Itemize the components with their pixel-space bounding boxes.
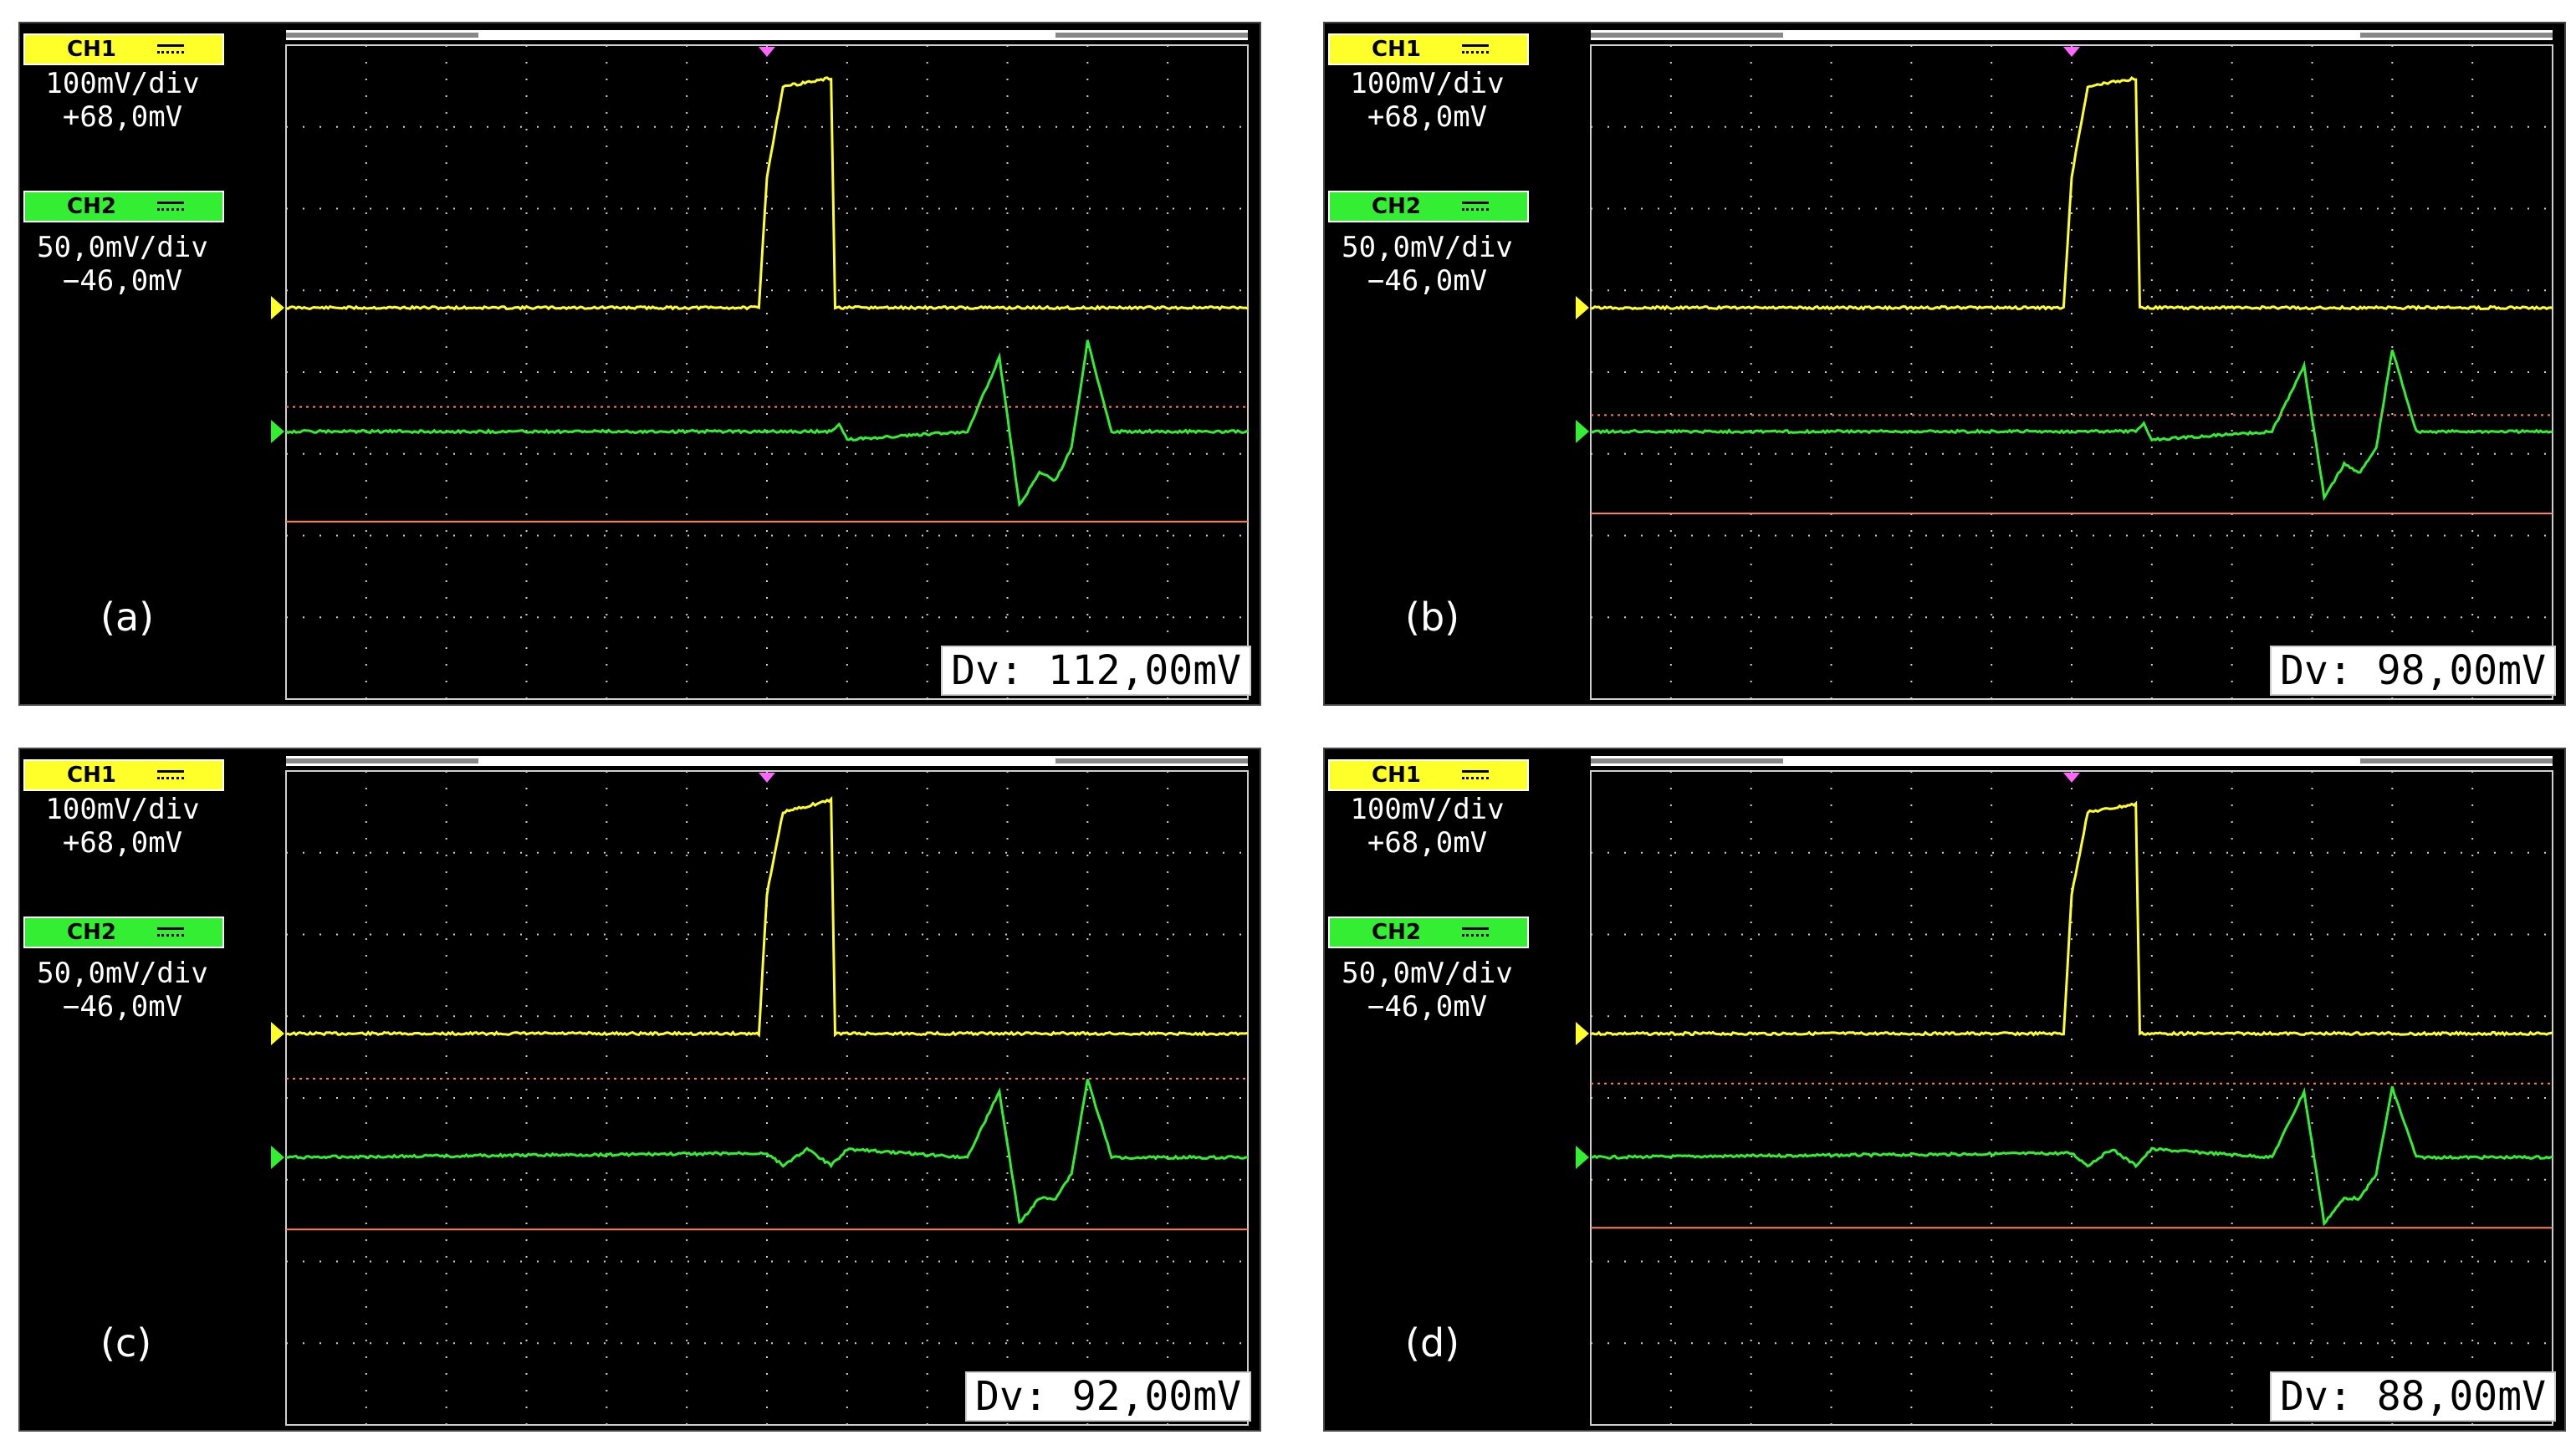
waveform-display (271, 770, 1249, 1426)
ch1-scale: 100mV/div (45, 793, 200, 826)
scope-panel-d: CH1 100mV/div +68,0mV CH2 50,0mV/div −46… (1323, 748, 2566, 1432)
ch2-badge-label: CH2 (1372, 920, 1421, 945)
scope-panel-b: CH1 100mV/div +68,0mV CH2 50,0mV/div −46… (1323, 22, 2566, 706)
ch1-badge-label: CH1 (67, 37, 116, 62)
channel-info: CH1 100mV/div +68,0mV CH2 50,0mV/div −46… (20, 749, 271, 1430)
ch2-offset: −46,0mV (1367, 264, 1488, 298)
ch1-offset: +68,0mV (62, 826, 183, 860)
ch1-level-marker-icon (1576, 296, 1589, 319)
ch1-offset: +68,0mV (1367, 100, 1488, 134)
ch1-scale: 100mV/div (1350, 67, 1505, 100)
memory-position-bar[interactable] (286, 30, 1248, 40)
ch1-badge[interactable]: CH1 (23, 33, 224, 65)
ch2-trace (1590, 350, 2553, 502)
ch2-scale: 50,0mV/div (37, 957, 208, 990)
ch2-level-marker-icon (1576, 420, 1589, 443)
ch2-badge[interactable]: CH2 (23, 191, 224, 222)
ch2-scale: 50,0mV/div (1342, 957, 1513, 990)
grid-border (1590, 44, 2553, 700)
trigger-position-icon (759, 773, 775, 783)
ch2-trace (1590, 1085, 2553, 1227)
ch1-trace (285, 795, 1249, 1038)
ch1-badge[interactable]: CH1 (23, 759, 224, 791)
ch2-offset: −46,0mV (62, 264, 183, 298)
dc-coupling-icon (1462, 770, 1489, 782)
grid-border (1590, 770, 2553, 1426)
memory-position-bar[interactable] (1591, 30, 2553, 40)
ch2-level-marker-icon (271, 420, 284, 443)
ch2-badge-label: CH2 (67, 920, 116, 945)
ch2-level-marker-icon (1576, 1146, 1589, 1169)
ch2-trace (285, 1079, 1248, 1224)
memory-position-bar[interactable] (1591, 756, 2553, 766)
ch2-badge-label: CH2 (1372, 194, 1421, 219)
ch1-badge[interactable]: CH1 (1328, 759, 1529, 791)
dc-coupling-icon (157, 927, 184, 939)
panel-label: (b) (1405, 595, 1460, 640)
dc-coupling-icon (157, 44, 184, 56)
ch2-trace (285, 340, 1249, 508)
dc-coupling-icon (1462, 927, 1489, 939)
ch1-level-marker-icon (271, 1022, 284, 1045)
ch1-trace (285, 76, 1249, 311)
delta-voltage-readout: Dv: 92,00mV (965, 1371, 1251, 1422)
scope-panel-a: CH1 100mV/div +68,0mV CH2 50,0mV/div −46… (18, 22, 1261, 706)
ch1-level-marker-icon (1576, 1022, 1589, 1045)
ch1-offset: +68,0mV (1367, 826, 1488, 860)
ch1-scale: 100mV/div (45, 67, 200, 100)
ch2-badge[interactable]: CH2 (1328, 917, 1529, 948)
ch2-badge[interactable]: CH2 (1328, 191, 1529, 222)
scope-panel-c: CH1 100mV/div +68,0mV CH2 50,0mV/div −46… (18, 748, 1261, 1432)
trigger-position-icon (2063, 47, 2080, 57)
ch2-scale: 50,0mV/div (1342, 231, 1513, 264)
delta-voltage-readout: Dv: 98,00mV (2270, 646, 2556, 696)
delta-voltage-readout: Dv: 112,00mV (941, 646, 1251, 696)
trigger-position-icon (759, 47, 775, 57)
waveform-display (1576, 44, 2553, 700)
ch1-level-marker-icon (271, 296, 284, 319)
ch1-badge[interactable]: CH1 (1328, 33, 1529, 65)
panel-label: (a) (100, 595, 155, 640)
ch2-level-marker-icon (271, 1146, 284, 1169)
grid-border (285, 770, 1249, 1426)
ch1-trace (1590, 76, 2553, 311)
ch1-trace (1590, 800, 2553, 1037)
ch1-badge-label: CH1 (67, 763, 116, 788)
ch2-offset: −46,0mV (1367, 990, 1488, 1024)
trigger-position-icon (2063, 773, 2080, 783)
memory-position-bar[interactable] (286, 756, 1248, 766)
channel-info: CH1 100mV/div +68,0mV CH2 50,0mV/div −46… (20, 23, 271, 704)
panel-label: (c) (100, 1320, 152, 1366)
dc-coupling-icon (1462, 202, 1489, 213)
dc-coupling-icon (1462, 44, 1489, 56)
dc-coupling-icon (157, 202, 184, 213)
channel-info: CH1 100mV/div +68,0mV CH2 50,0mV/div −46… (1325, 23, 1576, 704)
ch2-scale: 50,0mV/div (37, 231, 208, 264)
ch1-scale: 100mV/div (1350, 793, 1505, 826)
panel-label: (d) (1405, 1320, 1460, 1366)
dc-coupling-icon (157, 770, 184, 782)
channel-info: CH1 100mV/div +68,0mV CH2 50,0mV/div −46… (1325, 749, 1576, 1430)
ch2-badge-label: CH2 (67, 194, 116, 219)
ch2-badge[interactable]: CH2 (23, 917, 224, 948)
ch1-badge-label: CH1 (1372, 37, 1421, 62)
waveform-display (271, 44, 1249, 700)
ch2-offset: −46,0mV (62, 990, 183, 1024)
waveform-display (1576, 770, 2553, 1426)
ch1-badge-label: CH1 (1372, 763, 1421, 788)
delta-voltage-readout: Dv: 88,00mV (2270, 1371, 2556, 1422)
grid-border (285, 44, 1249, 700)
ch1-offset: +68,0mV (62, 100, 183, 134)
